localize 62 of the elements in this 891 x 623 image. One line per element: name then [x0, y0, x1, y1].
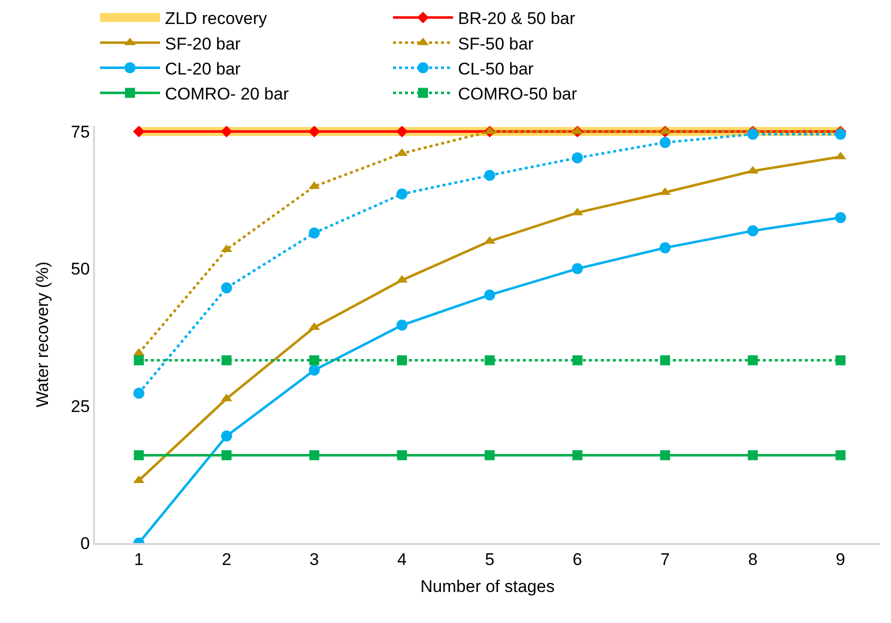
point	[134, 355, 144, 366]
x-axis-title: Number of stages	[420, 577, 555, 596]
point	[836, 450, 846, 460]
point	[396, 450, 407, 460]
point	[396, 188, 408, 200]
point	[484, 289, 496, 300]
x-tick-label: 9	[836, 550, 846, 570]
y-tick-label: 0	[80, 534, 90, 553]
legend-label: SF-50 bar	[458, 34, 534, 54]
y-axis-title: Water recovery (%)	[32, 262, 52, 408]
point	[220, 126, 232, 138]
point	[396, 126, 408, 138]
point	[308, 364, 320, 376]
x-tick-label: 3	[310, 550, 320, 570]
legend-label: CL-50 bar	[458, 59, 534, 78]
x-tick-label: 1	[134, 550, 144, 570]
point	[396, 320, 408, 331]
point	[484, 170, 496, 181]
point	[835, 212, 846, 224]
point	[221, 430, 232, 442]
point	[484, 450, 495, 460]
legend-label: COMRO- 20 bar	[165, 84, 290, 104]
y-tick-label: 75	[70, 122, 90, 142]
legend-label: BR-20 & 50 bar	[458, 9, 576, 28]
point	[747, 128, 758, 140]
point	[133, 388, 144, 399]
point	[836, 355, 846, 366]
point	[572, 355, 582, 366]
x-tick-label: 5	[484, 550, 494, 570]
point	[747, 225, 758, 236]
point	[660, 136, 671, 148]
point	[134, 450, 144, 460]
point	[221, 282, 232, 294]
x-tick-label: 6	[572, 550, 582, 570]
point	[222, 450, 232, 460]
x-tick-label: 7	[660, 550, 670, 570]
point	[572, 263, 583, 274]
point	[660, 450, 670, 460]
point	[309, 355, 320, 366]
point	[660, 355, 670, 366]
y-tick-label: 25	[70, 396, 90, 416]
point	[309, 450, 320, 460]
legend-label: COMRO-50 bar	[458, 84, 578, 104]
y-tick-label: 50	[70, 260, 90, 279]
point	[748, 355, 758, 366]
legend-label: SF-20 bar	[165, 34, 241, 54]
point	[222, 355, 232, 366]
point	[748, 450, 758, 460]
point	[484, 355, 495, 366]
point	[572, 450, 582, 460]
point	[572, 152, 583, 164]
point	[308, 227, 320, 238]
point	[396, 355, 407, 366]
point	[660, 242, 671, 254]
x-tick-label: 4	[397, 550, 407, 570]
point	[308, 126, 320, 138]
point	[835, 128, 846, 140]
x-tick-label: 8	[748, 550, 758, 570]
legend-label: ZLD recovery	[165, 9, 268, 28]
point	[133, 126, 145, 138]
x-tick-label: 2	[222, 550, 232, 570]
legend-label: CL-20 bar	[165, 59, 241, 78]
